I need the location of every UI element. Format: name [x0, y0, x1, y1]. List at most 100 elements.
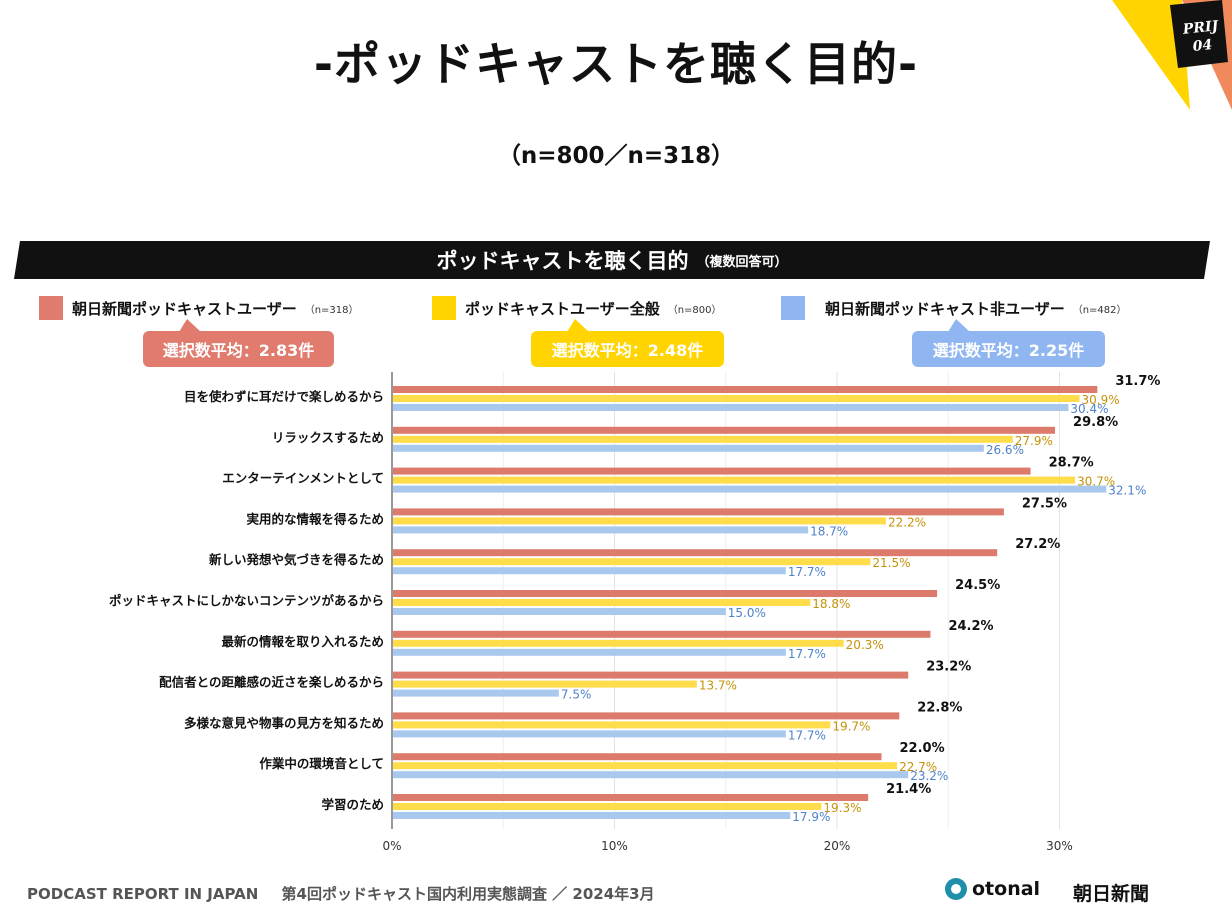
bar-non-users — [393, 689, 559, 697]
bar-asahi-users — [393, 794, 869, 801]
data-label: 13.7% — [699, 679, 737, 693]
data-label: 19.7% — [832, 719, 870, 733]
x-tick-label: 0% — [382, 839, 401, 853]
data-label: 27.5% — [1022, 496, 1067, 511]
bar-non-users — [393, 771, 909, 779]
data-label: 24.5% — [955, 578, 1000, 593]
bar-all-users — [393, 476, 1076, 484]
page-title: -ポッドキャストを聴く目的- — [313, 37, 919, 91]
data-label: 26.6% — [986, 443, 1024, 457]
bar-non-users — [393, 608, 726, 615]
data-label: 27.9% — [1015, 434, 1053, 448]
x-tick-label: 10% — [601, 839, 628, 853]
sample-size: （n=800／n=318） — [497, 143, 735, 169]
bar-non-users — [393, 567, 786, 575]
footer-survey: 第4回ポッドキャスト国内利用実態調査 ／ 2024年3月 — [281, 885, 655, 903]
x-tick-label: 30% — [1046, 839, 1073, 853]
bar-asahi-users — [393, 426, 1056, 434]
average-badge-all-users: 選択数平均：2.48件 — [531, 319, 724, 367]
bar-asahi-users — [393, 630, 931, 638]
data-label: 17.7% — [788, 647, 826, 661]
category-label: 新しい発想や気づきを得るため — [209, 552, 384, 567]
legend-item-all-users: ポッドキャストユーザー全般 （n=800） — [432, 296, 722, 320]
legend-n: （n=482） — [1072, 304, 1127, 316]
bar-asahi-users — [393, 671, 909, 679]
category-label: エンターテインメントとして — [222, 471, 384, 486]
bar-non-users — [393, 404, 1069, 411]
data-label: 32.1% — [1108, 484, 1146, 498]
data-label: 22.8% — [917, 700, 962, 715]
footer: PODCAST REPORT IN JAPAN 第4回ポッドキャスト国内利用実態… — [27, 883, 655, 904]
category-label: 作業中の環境音として — [259, 756, 384, 771]
corner-black-tag — [1170, 0, 1228, 68]
corner-decoration: PRIJ 04 — [1112, 0, 1232, 110]
bar-non-users — [393, 485, 1107, 493]
bar-asahi-users — [393, 467, 1031, 475]
corner-yellow-shape — [1112, 0, 1190, 110]
legend-item-asahi-users: 朝日新聞ポッドキャストユーザー （n=318） — [39, 296, 359, 320]
data-label: 29.8% — [1073, 415, 1118, 430]
average-badge-non-users: 選択数平均：2.25件 — [912, 319, 1105, 367]
category-label: ポッドキャストにしかないコンテンツがあるから — [109, 593, 384, 608]
bar-asahi-users — [393, 590, 938, 597]
corner-tag-line2: 04 — [1192, 37, 1213, 55]
bar-all-users — [393, 517, 886, 525]
bar-all-users — [393, 639, 844, 647]
category-label: 最新の情報を取り入れるため — [221, 634, 384, 649]
legend-swatch — [781, 296, 805, 320]
bar-asahi-users — [393, 508, 1004, 516]
legend-n: （n=318） — [304, 304, 359, 316]
data-label: 17.7% — [788, 565, 826, 579]
category-label: リラックスするため — [272, 430, 384, 445]
otonal-logo-text: otonal — [972, 878, 1041, 900]
legend-swatch — [39, 296, 63, 320]
category-label: 多様な意見や物事の見方を知るため — [184, 715, 384, 730]
data-label: 31.7% — [1115, 374, 1160, 389]
data-label: 15.0% — [728, 606, 766, 620]
data-label: 28.7% — [1049, 456, 1094, 471]
bar-all-users — [393, 721, 831, 729]
bar-all-users — [393, 762, 898, 770]
data-label: 21.4% — [886, 782, 931, 797]
average-badge-asahi-users: 選択数平均：2.83件 — [143, 319, 334, 367]
data-label: 23.2% — [910, 769, 948, 783]
data-label: 17.7% — [788, 728, 826, 742]
bar-all-users — [393, 803, 822, 810]
chart-banner: ポッドキャストを聴く目的 （複数回答可） — [14, 241, 1210, 279]
bar-asahi-users — [393, 386, 1098, 393]
legend-item-non-users: 朝日新聞ポッドキャスト非ユーザー （n=482） — [781, 296, 1127, 320]
bar-all-users — [393, 680, 697, 688]
data-label: 7.5% — [561, 688, 592, 702]
data-label: 30.9% — [1082, 393, 1120, 407]
bar-asahi-users — [393, 712, 900, 720]
data-label: 21.5% — [872, 556, 910, 570]
bar-asahi-users — [393, 753, 882, 761]
chart-banner-title: ポッドキャストを聴く目的 — [436, 249, 689, 273]
data-label: 19.3% — [823, 801, 861, 815]
bar-non-users — [393, 444, 984, 452]
bar-all-users — [393, 435, 1013, 443]
category-label: 目を使わずに耳だけで楽しめるから — [184, 389, 384, 404]
data-label: 22.0% — [900, 741, 945, 756]
legend-label: 朝日新聞ポッドキャストユーザー — [72, 299, 297, 318]
category-label: 配信者との距離感の近さを楽しめるから — [159, 675, 384, 690]
legend-label: 朝日新聞ポッドキャスト非ユーザー — [825, 299, 1065, 318]
bar-non-users — [393, 812, 791, 819]
bar-non-users — [393, 648, 786, 656]
x-tick-label: 20% — [824, 839, 851, 853]
category-label: 学習のため — [321, 797, 384, 812]
bar-all-users — [393, 599, 811, 606]
legend-swatch — [432, 296, 456, 320]
data-label: 18.7% — [810, 524, 848, 538]
bar-all-users — [393, 558, 871, 566]
bar-non-users — [393, 526, 809, 534]
data-label: 27.2% — [1015, 537, 1060, 552]
data-label: 30.7% — [1077, 475, 1115, 489]
data-label: 22.2% — [888, 515, 926, 529]
data-label: 22.7% — [899, 760, 937, 774]
corner-tag-line1: PRIJ — [1181, 18, 1220, 38]
data-label: 30.4% — [1070, 402, 1108, 416]
otonal-logo-mark — [945, 878, 967, 900]
footer-report: PODCAST REPORT IN JAPAN — [27, 885, 259, 903]
